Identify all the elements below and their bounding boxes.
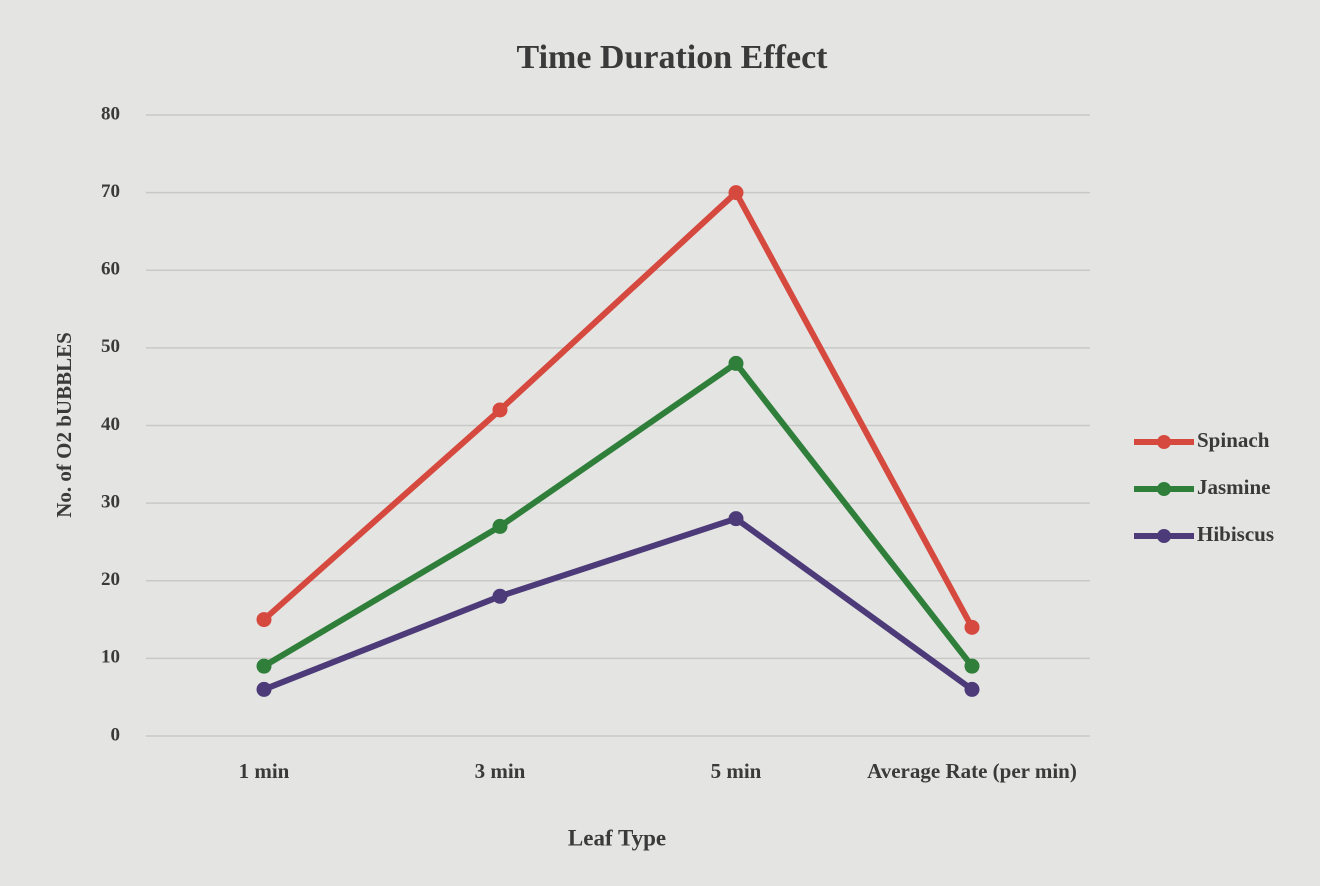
data-point xyxy=(492,402,508,418)
series-line xyxy=(262,515,974,693)
data-point xyxy=(728,185,744,201)
y-tick-label: 20 xyxy=(101,569,120,590)
x-tick-label: 3 min xyxy=(474,759,526,783)
series-line xyxy=(262,360,975,669)
data-point xyxy=(728,511,744,527)
legend-marker xyxy=(1157,435,1171,449)
y-tick-label: 40 xyxy=(101,414,120,435)
y-tick-label: 70 xyxy=(101,181,120,202)
data-point xyxy=(728,355,744,371)
y-axis-label: No. of O2 bUBBLES xyxy=(52,332,76,518)
chart-title: Time Duration Effect xyxy=(517,39,829,76)
legend-marker xyxy=(1157,482,1171,496)
y-tick-label: 80 xyxy=(101,103,120,124)
data-point xyxy=(256,658,272,674)
legend-marker xyxy=(1157,529,1171,543)
y-tick-label: 60 xyxy=(101,259,120,280)
y-tick-label: 10 xyxy=(101,647,120,668)
legend-label: Hibiscus xyxy=(1197,522,1274,546)
x-axis-label: Leaf Type xyxy=(568,825,666,850)
x-tick-label: 5 min xyxy=(710,759,762,783)
legend-label: Jasmine xyxy=(1197,475,1271,499)
legend-label: Spinach xyxy=(1197,428,1270,452)
data-point xyxy=(256,612,272,628)
y-tick-label: 50 xyxy=(101,336,120,357)
y-tick-label: 0 xyxy=(111,724,121,745)
data-point xyxy=(964,619,980,635)
x-tick-label: 1 min xyxy=(238,759,290,783)
y-tick-label: 30 xyxy=(101,491,120,512)
data-point xyxy=(964,658,980,674)
data-point xyxy=(492,518,508,534)
data-point xyxy=(492,588,508,604)
series-line xyxy=(262,189,975,629)
data-point xyxy=(964,681,980,697)
data-point xyxy=(256,681,272,697)
x-tick-label: Average Rate (per min) xyxy=(867,759,1077,783)
